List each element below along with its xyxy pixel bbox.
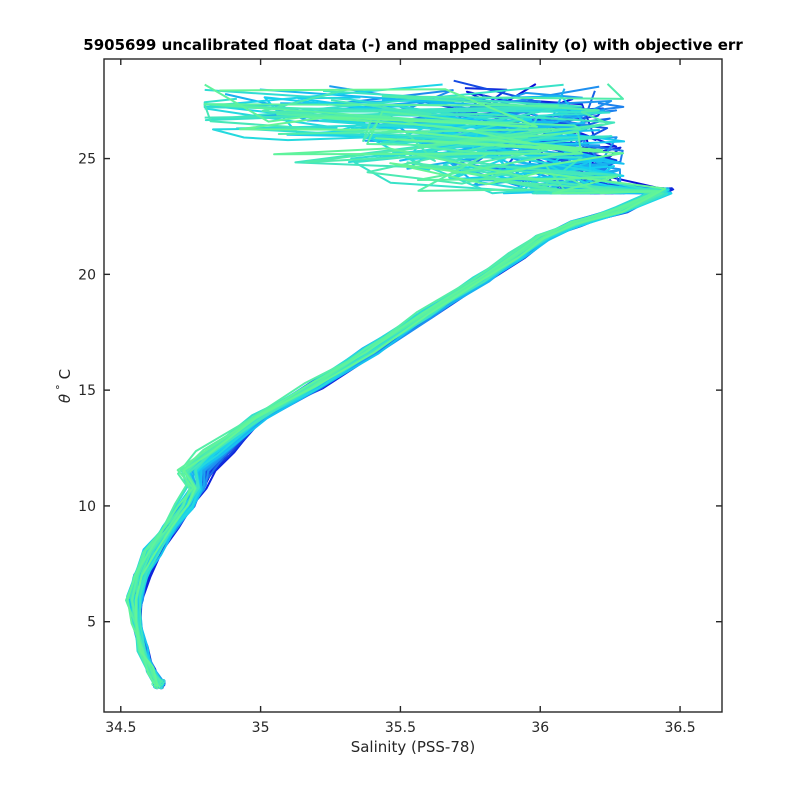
x-tick-label: 36.5: [664, 720, 695, 736]
profile-line: [130, 112, 660, 682]
x-tick-label: 35: [252, 720, 270, 736]
y-tick-label: 5: [87, 615, 96, 631]
y-tick-label: 25: [78, 152, 96, 168]
profile-line: [134, 88, 667, 687]
profile-line: [136, 107, 671, 686]
chart-title-text: 5905699 uncalibrated float data (-) and …: [83, 36, 743, 54]
y-axis-label: θ ° C: [54, 369, 74, 403]
mapped-salinity-marker: [159, 680, 164, 686]
profiles-layer: [125, 79, 675, 690]
axes-box: [103, 58, 723, 713]
y-tick-label: 20: [78, 267, 96, 283]
x-axis: 34.5 35 35.5 36 36.5: [105, 59, 696, 736]
y-axis-label-unit: C: [56, 369, 74, 379]
chart-title: 5905699 uncalibrated float data (-) and …: [0, 36, 800, 56]
profile-line: [139, 107, 668, 684]
mapped-salinity-marker: [155, 684, 160, 690]
x-tick-label: 35.5: [385, 720, 416, 736]
profile-line: [133, 111, 665, 687]
profile-line: [125, 113, 660, 685]
x-tick-label: 36: [531, 720, 549, 736]
y-tick-label: 10: [78, 499, 96, 515]
y-axis-label-symbol: θ: [56, 394, 74, 403]
y-tick-label: 15: [78, 383, 96, 399]
profile-line: [135, 108, 668, 685]
y-axis: 5 10 15 20 25: [78, 152, 722, 631]
profile-line: [126, 83, 658, 687]
profile-line: [136, 108, 671, 688]
profile-line: [134, 108, 670, 685]
x-tick-label: 34.5: [105, 720, 136, 736]
profile-line: [132, 109, 659, 684]
y-axis-label-degree: °: [54, 384, 67, 390]
profile-line: [138, 113, 668, 684]
x-axis-label: Salinity (PSS-78): [351, 738, 476, 756]
